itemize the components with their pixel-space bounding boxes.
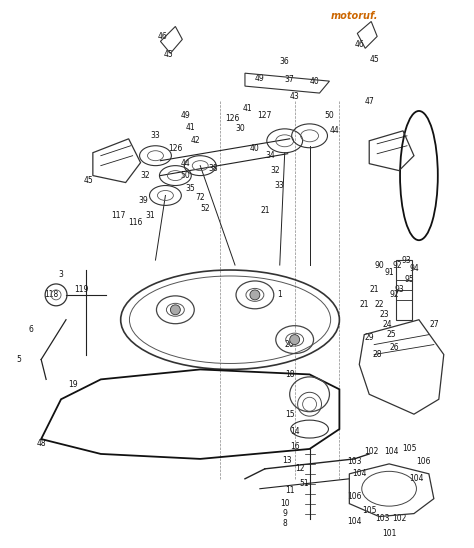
Text: 45: 45 — [84, 176, 94, 185]
Bar — [396, 260, 412, 319]
Text: 18: 18 — [285, 370, 294, 379]
Text: 28: 28 — [373, 350, 382, 359]
Text: 51: 51 — [300, 480, 310, 488]
Text: 95: 95 — [404, 276, 414, 284]
Text: 50: 50 — [181, 171, 190, 180]
Circle shape — [250, 290, 260, 300]
Text: 12: 12 — [295, 464, 304, 473]
Text: 16: 16 — [290, 442, 300, 452]
Text: 104: 104 — [384, 448, 398, 456]
Text: 104: 104 — [352, 469, 366, 478]
Text: 37: 37 — [285, 75, 294, 84]
Text: 90: 90 — [374, 260, 384, 270]
Text: 50: 50 — [325, 111, 334, 121]
Text: 45: 45 — [164, 50, 173, 59]
Text: 15: 15 — [285, 410, 294, 419]
Text: 11: 11 — [285, 486, 294, 495]
Text: 103: 103 — [375, 514, 390, 523]
Text: 3: 3 — [59, 271, 64, 279]
Text: 116: 116 — [128, 218, 143, 227]
Text: 106: 106 — [417, 458, 431, 466]
Text: 27: 27 — [429, 320, 438, 329]
Text: 102: 102 — [392, 514, 406, 523]
Text: 1: 1 — [277, 290, 282, 299]
Text: 22: 22 — [374, 300, 384, 309]
Text: 36: 36 — [280, 57, 290, 66]
Text: 48: 48 — [36, 439, 46, 448]
Text: 21: 21 — [359, 300, 369, 309]
Text: 6: 6 — [29, 325, 34, 334]
Text: 104: 104 — [410, 474, 424, 483]
Text: 93: 93 — [401, 255, 411, 265]
Text: 44: 44 — [181, 159, 190, 168]
Text: 52: 52 — [201, 204, 210, 213]
Text: 40: 40 — [310, 77, 319, 85]
Text: 93: 93 — [394, 286, 404, 294]
Text: 13: 13 — [282, 456, 292, 465]
Text: 40: 40 — [250, 144, 260, 153]
Text: 30: 30 — [235, 124, 245, 133]
Text: 14: 14 — [290, 426, 300, 436]
Text: 23: 23 — [379, 310, 389, 319]
Text: 102: 102 — [364, 448, 378, 456]
Text: 8: 8 — [283, 519, 287, 528]
Text: 72: 72 — [195, 193, 205, 202]
Text: 21: 21 — [369, 286, 379, 294]
Text: 105: 105 — [402, 444, 416, 453]
Text: 10: 10 — [280, 499, 290, 508]
Text: 26: 26 — [389, 343, 399, 352]
Text: 91: 91 — [384, 267, 394, 277]
Text: 49: 49 — [255, 73, 265, 83]
Text: 41: 41 — [243, 105, 253, 113]
Text: 126: 126 — [168, 144, 182, 153]
Text: 21: 21 — [260, 206, 270, 215]
Text: 41: 41 — [185, 123, 195, 133]
Text: 49: 49 — [181, 111, 190, 121]
Text: 19: 19 — [68, 380, 78, 389]
Text: motoruf.: motoruf. — [331, 10, 378, 21]
Text: 34: 34 — [265, 151, 274, 160]
Text: 33: 33 — [151, 132, 160, 140]
Text: 92: 92 — [392, 260, 402, 270]
Text: 35: 35 — [185, 184, 195, 193]
Text: 9: 9 — [283, 509, 287, 518]
Text: 127: 127 — [258, 111, 272, 121]
Text: 119: 119 — [74, 286, 88, 294]
Text: 126: 126 — [225, 115, 239, 123]
Text: 46: 46 — [355, 40, 364, 49]
Text: 106: 106 — [347, 492, 362, 501]
Text: 42: 42 — [191, 136, 200, 145]
Text: 32: 32 — [141, 171, 150, 180]
Text: 105: 105 — [362, 506, 376, 515]
Text: 94: 94 — [409, 264, 419, 272]
Text: 117: 117 — [111, 211, 126, 220]
Text: 33: 33 — [275, 181, 284, 190]
Text: 25: 25 — [386, 330, 396, 339]
Circle shape — [290, 335, 300, 345]
Text: 39: 39 — [139, 196, 148, 205]
Text: 24: 24 — [383, 320, 392, 329]
Text: 43: 43 — [290, 92, 300, 100]
Text: 44: 44 — [329, 127, 339, 135]
Text: 32: 32 — [270, 166, 280, 175]
Text: 45: 45 — [369, 55, 379, 64]
Text: 104: 104 — [347, 517, 362, 526]
Text: 92: 92 — [389, 290, 399, 299]
Text: 31: 31 — [146, 211, 155, 220]
Text: 101: 101 — [382, 529, 396, 538]
Text: 47: 47 — [365, 96, 374, 106]
Text: 118: 118 — [44, 290, 58, 299]
Text: 5: 5 — [17, 355, 22, 364]
Text: 29: 29 — [365, 333, 374, 342]
Text: 20: 20 — [285, 340, 294, 349]
Text: 38: 38 — [209, 164, 218, 173]
Text: 46: 46 — [157, 32, 167, 41]
Circle shape — [170, 305, 180, 315]
Text: 103: 103 — [347, 458, 362, 466]
